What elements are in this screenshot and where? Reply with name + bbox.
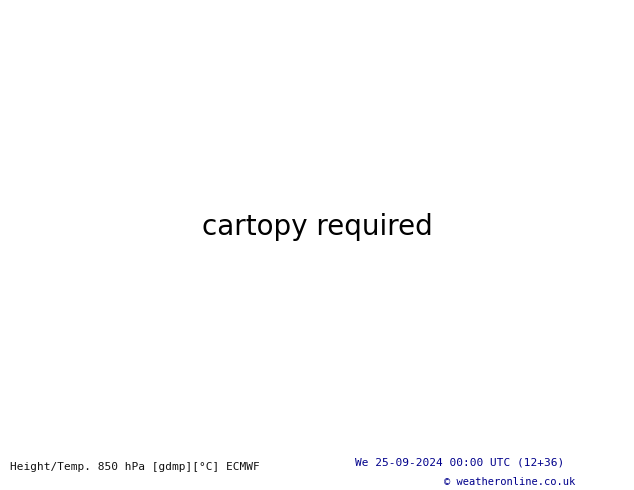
Text: © weatheronline.co.uk: © weatheronline.co.uk <box>444 477 575 487</box>
Text: We 25-09-2024 00:00 UTC (12+36): We 25-09-2024 00:00 UTC (12+36) <box>355 458 564 467</box>
Text: Height/Temp. 850 hPa [gdmp][°C] ECMWF: Height/Temp. 850 hPa [gdmp][°C] ECMWF <box>10 462 259 472</box>
Text: cartopy required: cartopy required <box>202 213 432 241</box>
